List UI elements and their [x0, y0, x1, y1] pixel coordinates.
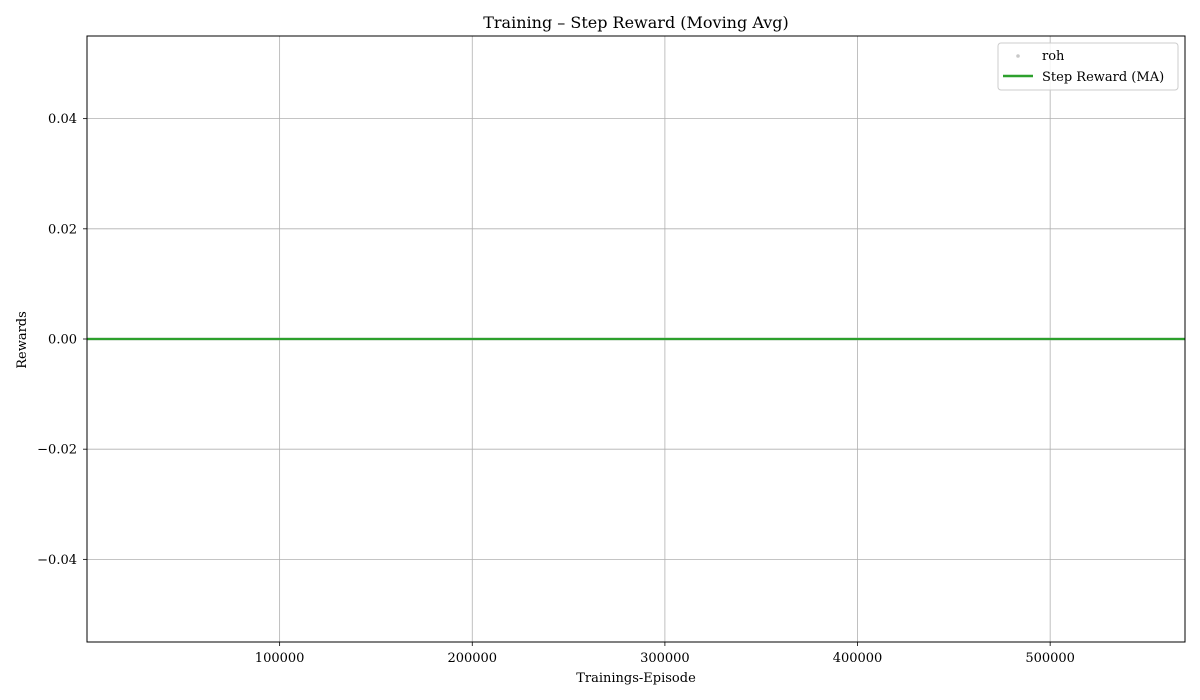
x-tick-label: 300000: [640, 651, 690, 666]
y-tick-label: 0.02: [48, 222, 77, 237]
y-axis-ticks: 0.04 0.02 0.00 −0.02 −0.04: [37, 112, 87, 568]
x-tick-label: 400000: [833, 651, 883, 666]
y-tick-label: 0.00: [48, 333, 77, 348]
y-tick-label: −0.04: [37, 553, 77, 568]
y-tick-label: −0.02: [37, 443, 77, 458]
legend-label-roh: roh: [1042, 49, 1065, 64]
x-tick-label: 500000: [1025, 651, 1075, 666]
x-tick-label: 100000: [255, 651, 305, 666]
chart-title: Training – Step Reward (Moving Avg): [483, 13, 789, 32]
x-tick-label: 200000: [447, 651, 497, 666]
legend-marker-roh: [1016, 54, 1020, 58]
legend-label-step-reward-ma: Step Reward (MA): [1042, 70, 1164, 85]
x-axis-label: Trainings-Episode: [576, 671, 696, 686]
x-axis-ticks: 100000 200000 300000 400000 500000: [255, 642, 1075, 666]
legend: roh Step Reward (MA): [997, 42, 1179, 91]
y-tick-label: 0.04: [48, 112, 77, 127]
y-axis-label: Rewards: [15, 311, 30, 369]
legend-box: [997, 42, 1179, 91]
